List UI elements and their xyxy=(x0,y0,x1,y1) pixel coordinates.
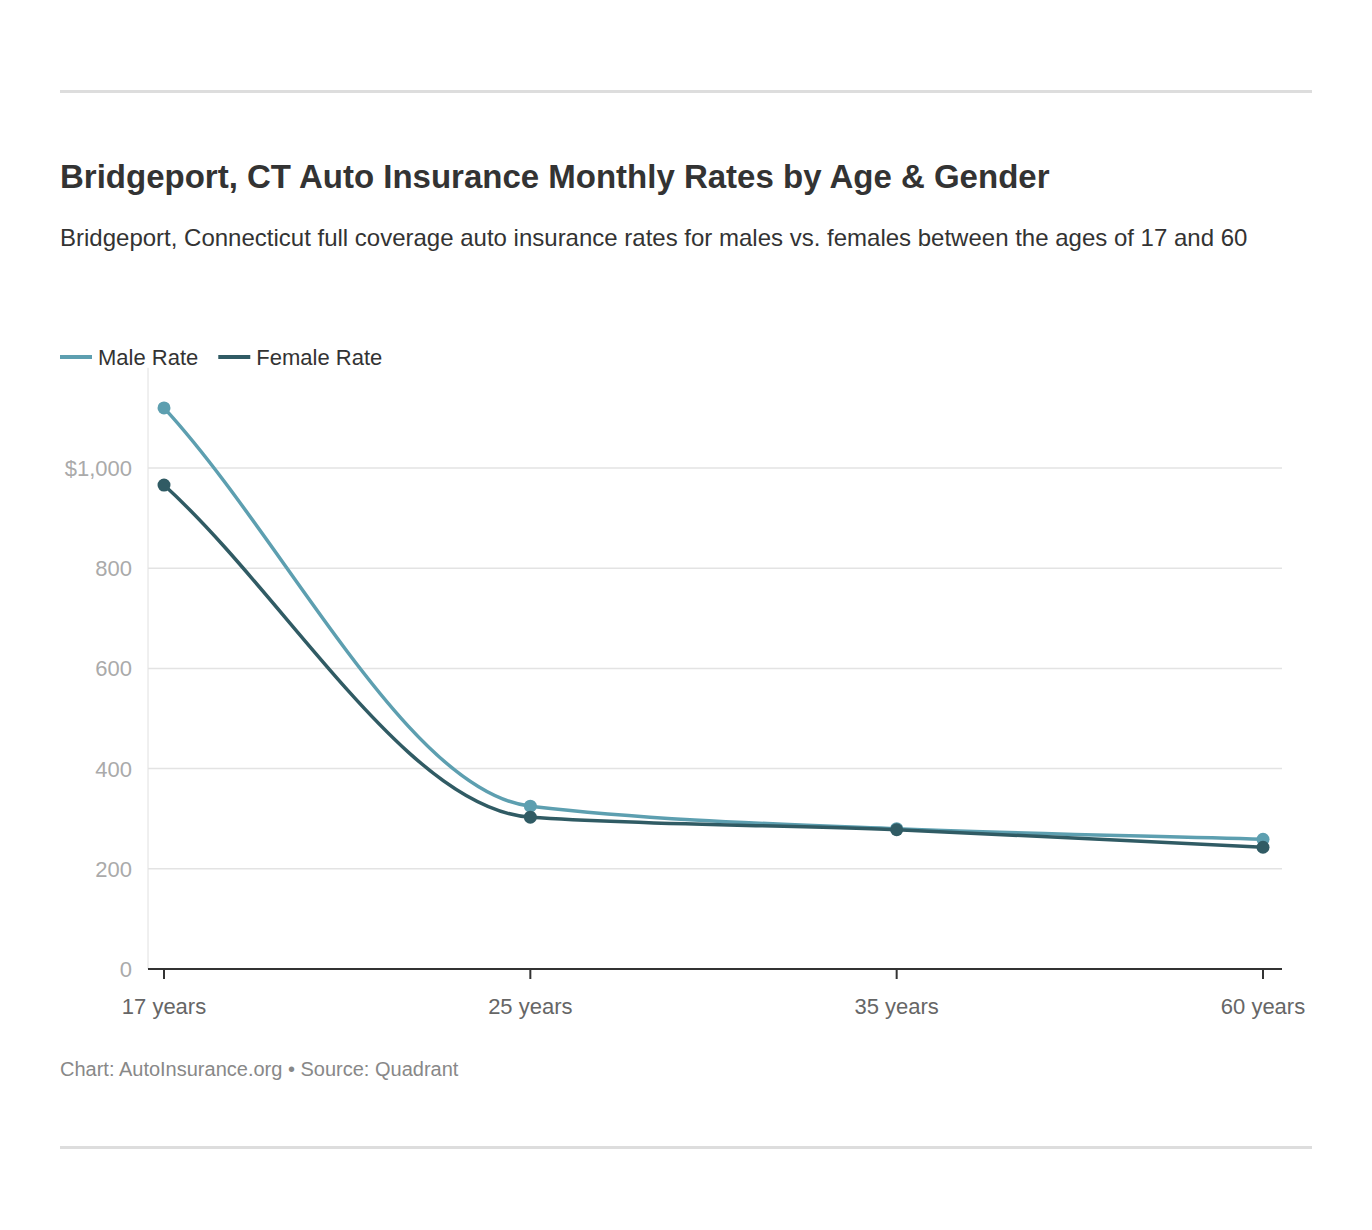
grid-line xyxy=(148,968,1282,970)
x-axis-line xyxy=(148,968,1282,970)
point xyxy=(158,401,171,414)
y-tick-label: $1,000 xyxy=(65,456,132,481)
top-rule xyxy=(60,90,1312,93)
y-tick-label: 0 xyxy=(120,957,132,982)
x-tick xyxy=(163,969,165,979)
legend-label: Female Rate xyxy=(256,345,382,370)
grid-line xyxy=(148,567,1282,569)
y-tick-label: 400 xyxy=(95,757,132,782)
x-tick xyxy=(529,969,531,979)
y-tick-label: 800 xyxy=(95,556,132,581)
point xyxy=(890,823,903,836)
x-tick xyxy=(1262,969,1264,979)
grid-line xyxy=(148,467,1282,469)
series-line xyxy=(164,408,1263,839)
legend-swatch xyxy=(60,355,92,359)
x-tick-label: 60 years xyxy=(1221,994,1305,1019)
plot-area xyxy=(158,401,1270,853)
grid-line xyxy=(148,868,1282,870)
bottom-rule xyxy=(60,1146,1312,1149)
y-tick-label: 600 xyxy=(95,656,132,681)
x-tick-label: 25 years xyxy=(488,994,572,1019)
legend-label: Male Rate xyxy=(98,345,198,370)
grid-line xyxy=(148,668,1282,670)
y-tick-label: 200 xyxy=(95,857,132,882)
footer: Chart: AutoInsurance.org • Source: Quadr… xyxy=(60,1058,458,1081)
point xyxy=(524,811,537,824)
chart: 0 200 400 600 800 $1,000 17 years 25 years 35 ye… xyxy=(0,0,1372,1230)
x-tick-label: 17 years xyxy=(122,994,206,1019)
x-tick-label: 35 years xyxy=(854,994,938,1019)
x-tick xyxy=(896,969,898,979)
point xyxy=(158,479,171,492)
title: Bridgeport, CT Auto Insurance Monthly Ra… xyxy=(60,156,1312,198)
legend-swatch xyxy=(218,355,250,359)
subtitle: Bridgeport, Connecticut full coverage au… xyxy=(60,221,1312,255)
series-line xyxy=(164,485,1263,847)
point xyxy=(1257,841,1270,854)
grid-line xyxy=(148,768,1282,770)
